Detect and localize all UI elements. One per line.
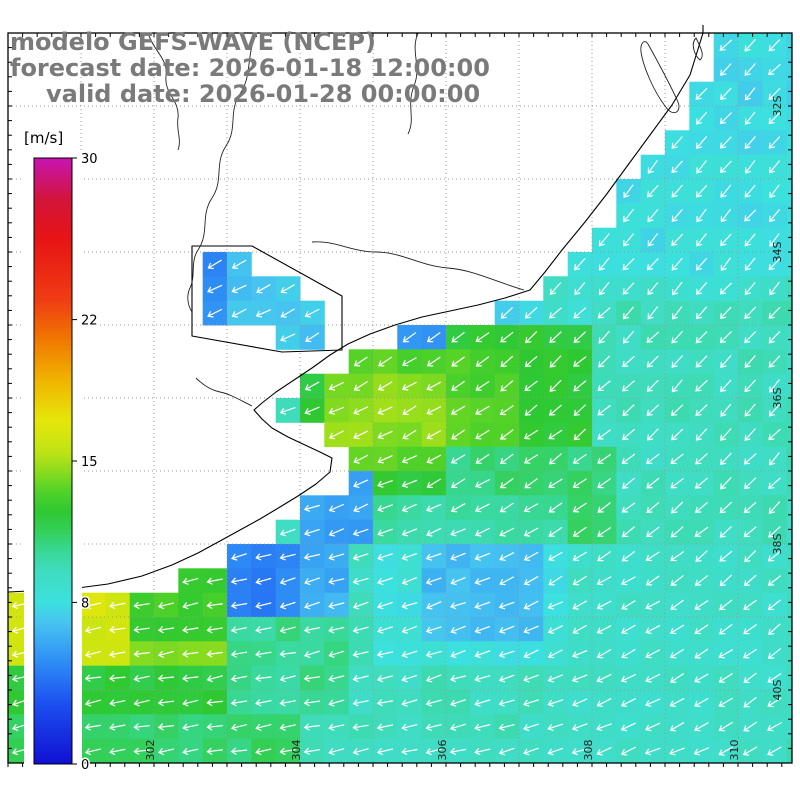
svg-text:32S: 32S	[771, 95, 784, 116]
colorbar-unit-label: [m/s]	[24, 129, 63, 147]
svg-text:304: 304	[290, 740, 303, 761]
title-model-line: modelo GEFS-WAVE (NCEP)	[10, 28, 376, 56]
colorbar-tick-labels: 30 22 15 8 0	[72, 151, 99, 775]
axis-tick-marks	[7, 32, 792, 767]
latitude-labels: 32S 34S 36S 38S 40S	[771, 95, 784, 700]
svg-text:306: 306	[436, 740, 449, 761]
svg-text:310: 310	[728, 740, 741, 761]
svg-text:40S: 40S	[771, 679, 784, 700]
svg-text:36S: 36S	[771, 387, 784, 408]
wind-speed-cells	[8, 33, 792, 763]
wind-direction-arrows	[11, 39, 792, 756]
colorbar-gradient	[33, 157, 73, 765]
title-valid-date: valid date: 2026-01-28 00:00:00	[46, 80, 480, 108]
coastline	[7, 25, 704, 593]
colorbar: 30 22 15 8 0 [m/s]	[24, 129, 99, 775]
svg-text:38S: 38S	[771, 533, 784, 554]
svg-text:15: 15	[81, 455, 98, 470]
svg-text:8: 8	[81, 596, 89, 611]
svg-text:34S: 34S	[771, 241, 784, 262]
svg-text:302: 302	[144, 740, 157, 761]
svg-text:22: 22	[81, 314, 98, 329]
longitude-labels: 302 304 306 308 310	[144, 740, 741, 761]
svg-text:308: 308	[582, 740, 595, 761]
svg-text:0: 0	[81, 758, 89, 773]
rivers-and-lakes	[147, 32, 703, 407]
title-forecast-date: forecast date: 2026-01-18 12:00:00	[10, 54, 490, 82]
svg-text:30: 30	[81, 152, 98, 167]
map-title: modelo GEFS-WAVE (NCEP) forecast date: 2…	[10, 28, 490, 108]
